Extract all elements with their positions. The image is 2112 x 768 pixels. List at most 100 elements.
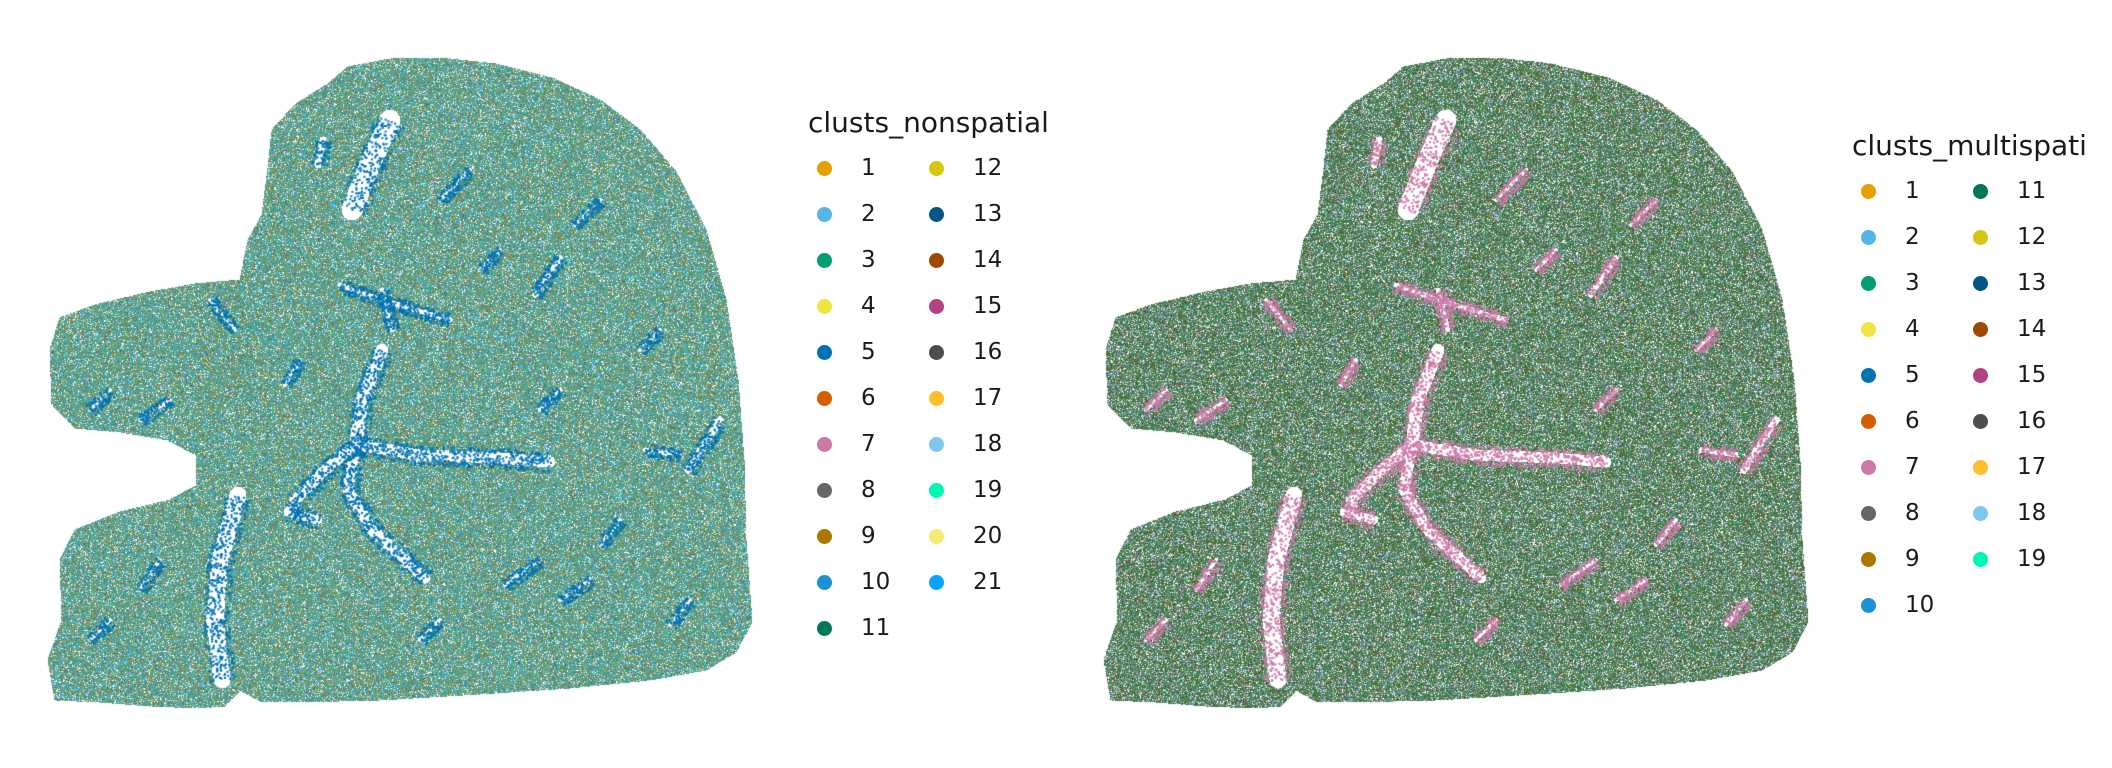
legend-swatch (929, 390, 944, 406)
legend-label: 9 (1905, 546, 1920, 572)
legend-swatch (1973, 413, 1988, 429)
legend-label: 2 (861, 201, 876, 227)
legend-label: 1 (861, 155, 876, 181)
legend-item: 18 (1964, 498, 2046, 528)
legend-swatch (929, 482, 944, 498)
legend-label: 8 (861, 477, 876, 503)
legend-swatch (817, 206, 832, 222)
legend-swatch (817, 390, 832, 406)
legend-item: 8 (1852, 498, 1920, 528)
legend-label: 17 (2017, 454, 2047, 480)
legend-item: 4 (808, 291, 876, 321)
legend-label: 6 (861, 385, 876, 411)
legend-label: 21 (973, 569, 1003, 595)
legend-swatch (1861, 413, 1876, 429)
legend-item: 16 (920, 337, 1002, 367)
legend-swatch (1973, 459, 1988, 475)
legend-label: 18 (2017, 500, 2047, 526)
legend-item: 6 (1852, 406, 1920, 436)
legend-item: 15 (920, 291, 1002, 321)
legend-multispati: clusts_multispati 1 2 3 4 5 6 7 8 9 10 11 12 13 14 15 1… (1852, 129, 2112, 649)
legend-swatch (929, 206, 944, 222)
legend-item: 17 (1964, 452, 2046, 482)
legend-label: 16 (2017, 408, 2047, 434)
legend-swatch (1973, 275, 1988, 291)
legend-swatch (817, 620, 832, 636)
legend-item: 13 (920, 199, 1002, 229)
legend-item: 19 (1964, 544, 2046, 574)
legend-label: 14 (2017, 316, 2047, 342)
spatial-plot-multispati: clusts_multispati 1 2 3 4 5 6 7 8 9 10 11 12 13 14 15 1… (1056, 0, 2112, 768)
legend-item: 14 (920, 245, 1002, 275)
legend-swatch (929, 298, 944, 314)
legend-item: 10 (808, 567, 890, 597)
legend-label: 5 (1905, 362, 1920, 388)
legend-swatch (1861, 459, 1876, 475)
legend-swatch (1973, 505, 1988, 521)
legend-item: 11 (808, 613, 890, 643)
legend-item: 5 (1852, 360, 1920, 390)
legend-swatch (817, 436, 832, 452)
legend-label: 10 (861, 569, 891, 595)
legend-label: 3 (861, 247, 876, 273)
legend-item: 4 (1852, 314, 1920, 344)
legend-swatch (817, 344, 832, 360)
legend-item: 9 (808, 521, 876, 551)
legend-label: 4 (1905, 316, 1920, 342)
legend-swatch (1861, 551, 1876, 567)
legend-swatch (817, 298, 832, 314)
legend-swatch (929, 436, 944, 452)
legend-label: 15 (2017, 362, 2047, 388)
legend-title: clusts_nonspatial (808, 106, 1049, 139)
legend-label: 2 (1905, 224, 1920, 250)
legend-swatch (817, 160, 832, 176)
legend-swatch (1973, 367, 1988, 383)
legend-item: 3 (808, 245, 876, 275)
legend-label: 19 (973, 477, 1003, 503)
legend-item: 20 (920, 521, 1002, 551)
legend-swatch (1861, 597, 1876, 613)
legend-label: 4 (861, 293, 876, 319)
legend-label: 19 (2017, 546, 2047, 572)
legend-label: 13 (2017, 270, 2047, 296)
legend-item: 18 (920, 429, 1002, 459)
legend-swatch (929, 252, 944, 268)
legend-label: 5 (861, 339, 876, 365)
legend-item: 12 (1964, 222, 2046, 252)
legend-item: 19 (920, 475, 1002, 505)
legend-item: 15 (1964, 360, 2046, 390)
legend-swatch (1973, 551, 1988, 567)
legend-item: 2 (808, 199, 876, 229)
legend-title: clusts_multispati (1852, 129, 2087, 162)
legend-item: 3 (1852, 268, 1920, 298)
legend-item: 1 (808, 153, 876, 183)
legend-item: 13 (1964, 268, 2046, 298)
legend-swatch (1973, 183, 1988, 199)
legend-swatch (929, 160, 944, 176)
legend-swatch (929, 528, 944, 544)
legend-item: 1 (1852, 176, 1920, 206)
legend-item: 16 (1964, 406, 2046, 436)
legend-label: 12 (2017, 224, 2047, 250)
legend-label: 7 (1905, 454, 1920, 480)
legend-swatch (1861, 367, 1876, 383)
tissue-scatter-nonspatial (0, 0, 1056, 768)
legend-swatch (929, 574, 944, 590)
legend-label: 16 (973, 339, 1003, 365)
legend-item: 10 (1852, 590, 1934, 620)
legend-label: 11 (861, 615, 891, 641)
legend-label: 9 (861, 523, 876, 549)
legend-item: 7 (1852, 452, 1920, 482)
legend-swatch (1861, 275, 1876, 291)
legend-label: 10 (1905, 592, 1935, 618)
legend-item: 21 (920, 567, 1002, 597)
legend-swatch (1861, 505, 1876, 521)
legend-item: 9 (1852, 544, 1920, 574)
legend-swatch (1861, 183, 1876, 199)
legend-item: 5 (808, 337, 876, 367)
tissue-scatter-multispati (1056, 0, 2112, 768)
legend-label: 3 (1905, 270, 1920, 296)
legend-swatch (1861, 229, 1876, 245)
legend-label: 12 (973, 155, 1003, 181)
legend-swatch (1973, 229, 1988, 245)
